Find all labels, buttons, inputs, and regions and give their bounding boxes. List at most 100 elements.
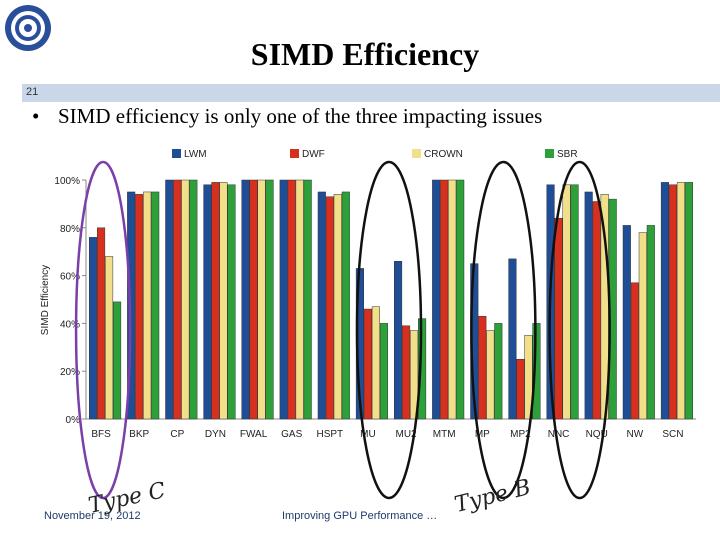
x-tick-label: BFS: [91, 429, 111, 440]
bar-dwf: [287, 179, 296, 420]
bar-sbr: [379, 323, 388, 420]
bar-sbr: [456, 179, 465, 420]
bar-lwm: [165, 179, 174, 420]
bar-lwm: [127, 191, 136, 420]
y-tick-label: 0%: [66, 415, 81, 426]
bar-sbr: [227, 184, 236, 420]
bar-lwm: [508, 258, 517, 420]
x-tick-label: SCN: [662, 429, 683, 440]
y-tick-label: 60%: [60, 272, 80, 283]
legend-label: SBR: [557, 149, 578, 160]
bar-sbr: [265, 179, 274, 420]
footer-date: November 19, 2012: [44, 510, 141, 522]
x-tick-label: HSPT: [316, 429, 343, 440]
legend-label: LWM: [184, 149, 207, 160]
y-axis-title: SIMD Efficiency: [40, 265, 51, 335]
y-tick-label: 40%: [60, 319, 80, 330]
bar-lwm: [394, 261, 403, 420]
x-tick-label: CP: [170, 429, 184, 440]
bar-crown: [676, 182, 685, 420]
bar-sbr: [494, 323, 503, 420]
bar-lwm: [622, 225, 631, 420]
x-tick-label: MU: [360, 429, 376, 440]
bullet-text: SIMD efficiency is only one of the three…: [58, 104, 543, 128]
x-tick-label: DYN: [205, 429, 226, 440]
bar-dwf: [516, 359, 525, 420]
bar-dwf: [630, 282, 639, 420]
bar-crown: [524, 335, 533, 420]
bar-dwf: [325, 196, 334, 420]
bar-lwm: [203, 184, 212, 420]
x-tick-label: NQU: [586, 429, 608, 440]
bar-dwf: [440, 179, 449, 420]
bar-crown: [371, 306, 380, 420]
slide-title: SIMD Efficiency: [250, 36, 480, 72]
circle-annotation-mp-mp2: [470, 160, 537, 500]
circle-annotation-bfs: [74, 160, 132, 500]
bar-crown: [181, 179, 190, 420]
bar-lwm: [317, 191, 326, 420]
bar-dwf: [592, 201, 601, 420]
x-tick-label: BKP: [129, 429, 149, 440]
x-tick-label: FWAL: [240, 429, 268, 440]
bar-crown: [143, 191, 152, 420]
bar-sbr: [151, 191, 160, 420]
legend-swatch: [545, 149, 554, 158]
bar-lwm: [660, 182, 669, 420]
bar-crown: [333, 194, 342, 420]
bar-lwm: [432, 179, 441, 420]
bar-sbr: [684, 182, 693, 420]
x-tick-label: MP2: [510, 429, 531, 440]
y-tick-label: 20%: [60, 367, 80, 378]
x-tick-label: MTM: [433, 429, 456, 440]
footer-title: Improving GPU Performance …: [282, 510, 438, 522]
bar-crown: [562, 184, 571, 420]
x-tick-label: NW: [626, 429, 643, 440]
x-tick-label: GAS: [281, 429, 302, 440]
bar-dwf: [363, 308, 372, 420]
bullet-dot-icon: •: [32, 104, 40, 128]
slide-header-bar: [22, 84, 720, 102]
bar-crown: [295, 179, 304, 420]
bar-sbr: [646, 225, 655, 420]
bar-dwf: [211, 182, 220, 420]
y-tick-label: 100%: [54, 176, 80, 187]
bar-sbr: [189, 179, 198, 420]
bar-crown: [486, 330, 495, 420]
circle-annotation-mu-mu2: [355, 160, 423, 500]
bar-sbr: [570, 184, 579, 420]
bar-dwf: [668, 184, 677, 420]
legend-label: CROWN: [424, 149, 463, 160]
bar-dwf: [478, 315, 487, 420]
y-tick-label: 80%: [60, 224, 80, 235]
bar-lwm: [241, 179, 250, 420]
bar-dwf: [173, 179, 182, 420]
bar-sbr: [113, 301, 122, 420]
bar-dwf: [402, 325, 411, 420]
bar-lwm: [89, 237, 98, 420]
legend-swatch: [290, 149, 299, 158]
bar-crown: [105, 256, 114, 420]
slide-number: 21: [26, 86, 39, 98]
bar-lwm: [279, 179, 288, 420]
bar-dwf: [554, 217, 563, 420]
bar-sbr: [303, 179, 312, 420]
legend-label: DWF: [302, 149, 325, 160]
bar-dwf: [97, 227, 106, 420]
x-tick-label: MP: [475, 429, 490, 440]
bar-crown: [219, 182, 228, 420]
legend-swatch: [412, 149, 421, 158]
x-tick-label: MU2: [396, 429, 418, 440]
bar-crown: [410, 330, 419, 420]
x-tick-label: NNC: [548, 429, 570, 440]
bar-dwf: [249, 179, 258, 420]
bullet-point: • SIMD efficiency is only one of the thre…: [32, 104, 542, 129]
legend-swatch: [172, 149, 181, 158]
university-logo: [5, 5, 51, 51]
circle-annotation-nnc-nqu: [548, 160, 611, 500]
bar-crown: [448, 179, 457, 420]
bar-lwm: [584, 191, 593, 420]
bar-crown: [257, 179, 266, 420]
bar-crown: [638, 232, 647, 420]
